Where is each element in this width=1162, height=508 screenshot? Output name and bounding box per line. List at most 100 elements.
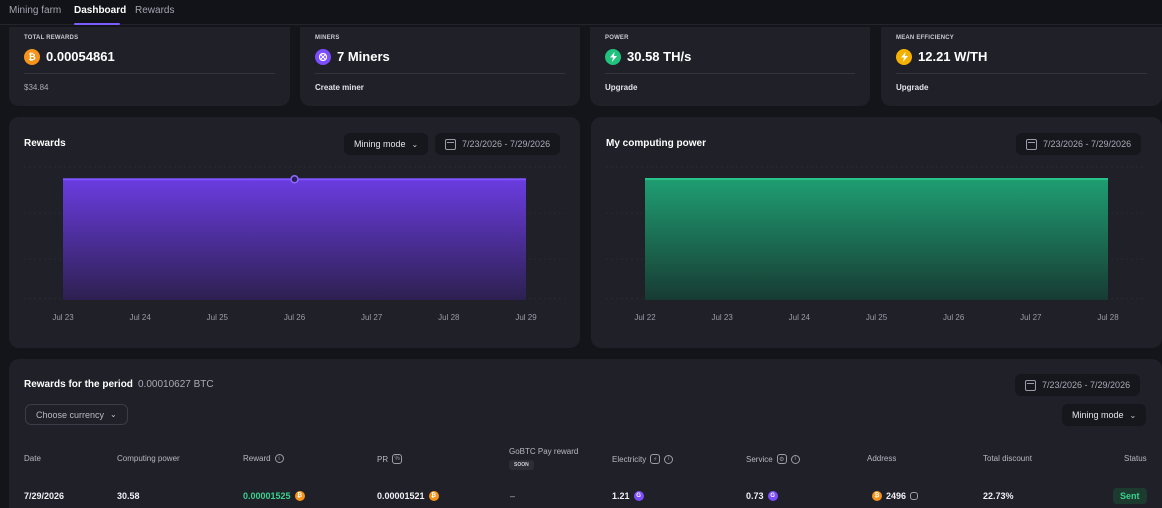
total-rewards-card: TOTAL REWARDS ₿ 0.00054861 $34.84	[9, 27, 290, 106]
area-fill	[645, 178, 1108, 300]
stat-label: MEAN EFFICIENCY	[896, 35, 955, 41]
rewards-date-picker[interactable]: 7/23/2026 - 7/29/2026	[435, 133, 561, 155]
cell-date: 7/29/2026	[24, 491, 65, 501]
info-icon[interactable]: i	[274, 454, 284, 463]
cell-address: ₿ 2496	[872, 491, 919, 501]
header-service: Service ⚙ i	[746, 454, 800, 464]
x-tick-label: Jul 25	[866, 313, 888, 322]
x-tick-label: Jul 28	[1097, 313, 1119, 322]
mining-mode-label: Mining mode	[1072, 410, 1124, 420]
plug-icon	[896, 49, 912, 65]
period-rewards-card	[9, 359, 1162, 508]
cell-reward: 0.00001525 ₿	[243, 491, 305, 501]
header-reward: Reward i	[243, 454, 284, 463]
divider	[24, 73, 275, 74]
date-range-label: 7/23/2026 - 7/29/2026	[462, 139, 551, 149]
power-chart: Jul 22 Jul 23 Jul 24 Jul 25 Jul 26 Jul 27 Jul …	[606, 166, 1147, 322]
status-badge: Sent	[1113, 488, 1147, 504]
top-nav: Mining farm Dashboard Rewards	[0, 0, 1162, 25]
create-miner-link[interactable]: Create miner	[315, 83, 364, 92]
bitcoin-icon: ₿	[428, 491, 439, 501]
tab-dashboard[interactable]: Dashboard	[74, 5, 127, 16]
calendar-icon	[1026, 138, 1037, 150]
header-electricity: Electricity ⚡ i	[612, 454, 674, 464]
cell-electricity: 1.21 G	[612, 491, 644, 501]
period-title: Rewards for the period	[24, 379, 133, 390]
service-icon: ⚙	[776, 454, 787, 464]
x-tick-label: Jul 24	[129, 313, 151, 322]
cell-computing-power: 30.58	[117, 491, 140, 501]
area-fill	[63, 179, 526, 300]
period-total: 0.00010627 BTC	[138, 379, 214, 390]
x-tick-label: Jul 22	[634, 313, 656, 322]
power-chart-title: My computing power	[606, 138, 706, 149]
gomining-token-icon: G	[767, 491, 778, 501]
bitcoin-icon: ₿	[24, 49, 40, 65]
bitcoin-icon: ₿	[872, 491, 882, 501]
x-tick-label: Jul 27	[361, 313, 383, 322]
header-gobtc: GoBTC Pay reward	[509, 447, 579, 456]
calendar-icon	[1025, 379, 1036, 391]
mining-mode-label: Mining mode	[354, 139, 406, 149]
tab-rewards[interactable]: Rewards	[135, 5, 175, 16]
period-date-picker[interactable]: 7/23/2026 - 7/29/2026	[1015, 374, 1141, 396]
power-chart-card: My computing power 7/23/2026 - 7/29/2026…	[591, 117, 1162, 348]
x-tick-label: Jul 27	[1020, 313, 1042, 322]
calendar-icon	[445, 138, 456, 150]
miners-value: 7 Miners	[337, 49, 390, 64]
cell-service: 0.73 G	[746, 491, 778, 501]
cell-gobtc: –	[510, 491, 516, 501]
header-total-discount: Total discount	[983, 454, 1032, 463]
info-icon[interactable]: i	[664, 454, 674, 464]
power-card: POWER 30.58 TH/s Upgrade	[590, 27, 870, 106]
divider	[605, 73, 855, 74]
tab-mining-farm[interactable]: Mining farm	[9, 5, 62, 16]
header-date: Date	[24, 454, 41, 463]
x-tick-label: Jul 23	[711, 313, 733, 322]
miner-icon	[315, 49, 331, 65]
period-mining-mode-button[interactable]: Mining mode ⌄	[1062, 404, 1147, 426]
stat-label: POWER	[605, 35, 629, 41]
date-range-label: 7/23/2026 - 7/29/2026	[1043, 139, 1132, 149]
x-tick-label: Jul 26	[284, 313, 306, 322]
stat-label: TOTAL REWARDS	[24, 35, 79, 41]
header-pr: PR %	[377, 454, 403, 464]
bolt-icon	[605, 49, 621, 65]
cell-total-discount: 22.73%	[983, 491, 1014, 501]
mining-mode-button[interactable]: Mining mode ⌄	[344, 133, 429, 155]
efficiency-card: MEAN EFFICIENCY 12.21 W/TH Upgrade	[881, 27, 1162, 106]
total-rewards-value: 0.00054861	[46, 49, 115, 64]
power-date-picker[interactable]: 7/23/2026 - 7/29/2026	[1016, 133, 1142, 155]
chevron-down-icon: ⌄	[110, 410, 117, 419]
x-tick-label: Jul 23	[52, 313, 74, 322]
header-status: Status	[1124, 454, 1147, 463]
efficiency-value: 12.21 W/TH	[918, 49, 988, 64]
copy-icon[interactable]	[910, 492, 919, 500]
choose-currency-select[interactable]: Choose currency ⌄	[25, 404, 128, 425]
divider	[896, 73, 1147, 74]
rewards-chart-title: Rewards	[24, 138, 66, 149]
cell-pr: 0.00001521 ₿	[377, 491, 439, 501]
info-icon[interactable]: i	[790, 454, 800, 464]
chevron-down-icon: ⌄	[411, 139, 419, 149]
date-range-label: 7/23/2026 - 7/29/2026	[1042, 380, 1131, 390]
electricity-icon: ⚡	[650, 454, 661, 464]
soon-badge: SOON	[509, 460, 534, 470]
bitcoin-icon: ₿	[294, 491, 305, 501]
highlighted-point	[290, 175, 299, 184]
x-tick-label: Jul 26	[943, 313, 965, 322]
power-value: 30.58 TH/s	[627, 49, 692, 64]
x-tick-label: Jul 25	[207, 313, 229, 322]
active-tab-indicator	[74, 23, 120, 25]
stat-label: MINERS	[315, 35, 340, 41]
efficiency-upgrade-link[interactable]: Upgrade	[896, 83, 929, 92]
rewards-chart: Jul 23 Jul 24 Jul 25 Jul 26 Jul 27 Jul 28 Jul …	[24, 166, 565, 322]
header-address: Address	[867, 454, 897, 463]
power-upgrade-link[interactable]: Upgrade	[605, 83, 638, 92]
choose-currency-label: Choose currency	[36, 409, 105, 420]
pr-badge-icon: %	[392, 454, 403, 464]
divider	[315, 73, 565, 74]
rewards-chart-card: Rewards Mining mode ⌄ 7/23/2026 - 7/29/2…	[9, 117, 580, 348]
header-computing-power: Computing power	[117, 454, 180, 463]
x-tick-label: Jul 24	[789, 313, 811, 322]
